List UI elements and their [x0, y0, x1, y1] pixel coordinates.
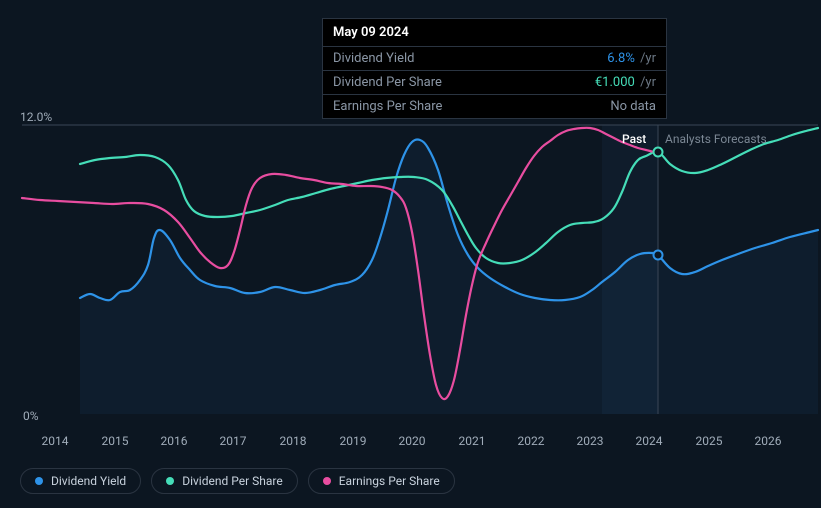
tooltip-row: Earnings Per Share No data	[323, 95, 666, 118]
tooltip-row-label: Dividend Yield	[333, 51, 414, 66]
legend-dot-icon	[166, 477, 174, 485]
tooltip-row-label: Earnings Per Share	[333, 99, 442, 114]
x-axis-tick-label: 2020	[399, 434, 426, 448]
x-axis-tick-label: 2018	[280, 434, 307, 448]
x-axis-tick-label: 2016	[161, 434, 188, 448]
legend-item[interactable]: Dividend Per Share	[151, 468, 298, 494]
legend-item[interactable]: Dividend Yield	[20, 468, 141, 494]
y-axis-min-label: 0%	[23, 409, 39, 423]
tooltip-row-value: No data	[610, 99, 656, 114]
x-axis-tick-label: 2021	[459, 434, 486, 448]
tooltip-row-value: 6.8% /yr	[607, 51, 656, 66]
x-axis-tick-label: 2022	[518, 434, 545, 448]
x-axis-tick-label: 2025	[696, 434, 723, 448]
x-axis-tick-label: 2024	[636, 434, 663, 448]
tooltip-rows: Dividend Yield 6.8% /yr Dividend Per Share…	[323, 47, 666, 118]
x-axis-tick-label: 2017	[220, 434, 247, 448]
tooltip-date: May 09 2024	[323, 19, 666, 47]
x-axis-tick-label: 2019	[340, 434, 367, 448]
x-axis-tick-label: 2023	[577, 434, 604, 448]
tooltip-row: Dividend Yield 6.8% /yr	[323, 47, 666, 71]
chart-container: 12.0% 0% Past Analysts Forecasts May 09 …	[0, 0, 821, 508]
past-label: Past	[622, 132, 646, 146]
legend-dot-icon	[323, 477, 331, 485]
x-axis-tick-label: 2014	[42, 434, 69, 448]
tooltip: May 09 2024 Dividend Yield6.8% /yrDivide…	[322, 18, 667, 119]
legend-label: Earnings Per Share	[339, 474, 440, 488]
legend-label: Dividend Per Share	[182, 474, 283, 488]
tooltip-row: Dividend Per Share €1.000 /yr	[323, 71, 666, 95]
legend-dot-icon	[35, 477, 43, 485]
tooltip-row-label: Dividend Per Share	[333, 75, 442, 90]
x-axis-tick-label: 2026	[755, 434, 782, 448]
y-axis-max-label: 12.0%	[20, 110, 52, 124]
legend-label: Dividend Yield	[51, 474, 126, 488]
forecast-label: Analysts Forecasts	[665, 132, 767, 146]
legend: Dividend Yield Dividend Per Share Earnings…	[20, 468, 455, 494]
x-axis-tick-label: 2015	[102, 434, 129, 448]
tooltip-row-value: €1.000 /yr	[595, 75, 656, 90]
legend-item[interactable]: Earnings Per Share	[308, 468, 455, 494]
